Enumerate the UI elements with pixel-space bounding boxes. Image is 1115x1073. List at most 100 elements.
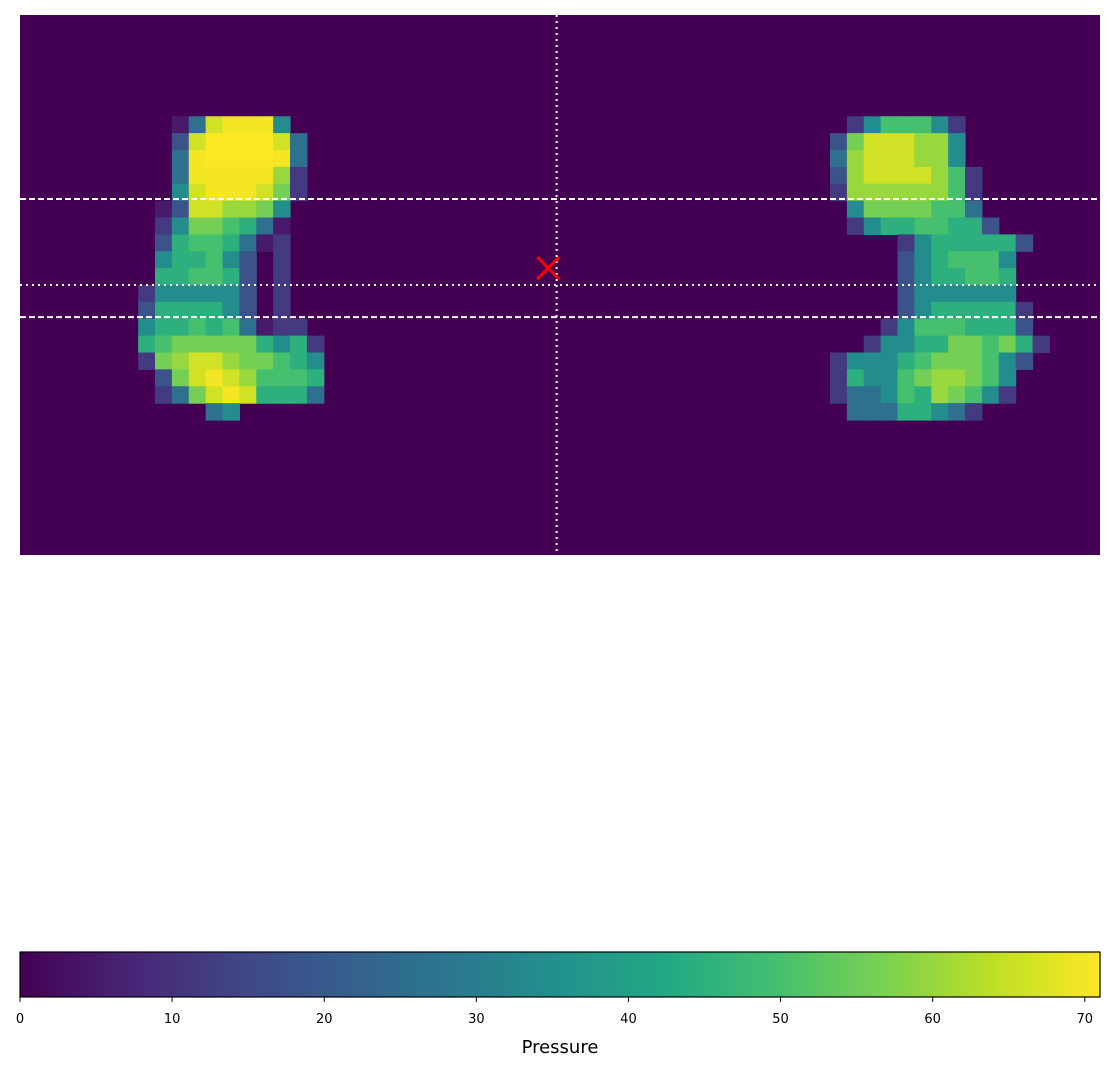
heatmap-cell-left-foot (273, 335, 291, 354)
heatmap-cell-right-foot (948, 133, 966, 151)
heatmap-cell-left-foot (239, 116, 257, 134)
heatmap-cell-right-foot (863, 133, 882, 151)
colorbar-label: Pressure (522, 1037, 599, 1058)
heatmap-cell-right-foot (914, 217, 932, 235)
heatmap-cell-left-foot (188, 200, 207, 219)
heatmap-cell-left-foot (273, 386, 291, 404)
heatmap-cell-right-foot (965, 268, 983, 286)
heatmap-cell-right-foot (981, 285, 1000, 303)
heatmap-cell-right-foot (981, 234, 1000, 252)
heatmap-cell-right-foot (897, 150, 915, 168)
heatmap-cell-right-foot (880, 217, 899, 235)
heatmap-cell-left-foot (171, 234, 190, 252)
heatmap-cell-right-foot (998, 268, 1017, 286)
heatmap-cell-right-foot (914, 166, 932, 185)
heatmap-cell-left-foot (239, 318, 257, 337)
colorbar-ticks: 0 10 20 30 40 50 60 70 (16, 997, 1093, 1027)
colorbar-gradient (19, 951, 1101, 998)
heatmap-cell-right-foot (897, 166, 915, 185)
heatmap-cell-right-foot (897, 116, 915, 134)
heatmap-cell-right-foot (931, 335, 949, 354)
heatmap-cell-right-foot (880, 133, 899, 151)
heatmap-cell-left-foot (306, 386, 325, 404)
heatmap-cell-left-foot (256, 133, 274, 151)
heatmap-cell-left-foot (239, 234, 257, 252)
heatmap-cell-right-foot (981, 386, 1000, 404)
heatmap-cell-right-foot (931, 116, 949, 134)
heatmap-cell-left-foot (205, 251, 224, 269)
heatmap-cell-right-foot (914, 116, 932, 134)
heatmap-cell-left-foot (205, 335, 224, 354)
heatmap-cell-right-foot (897, 217, 915, 235)
heatmap-cell-right-foot (998, 335, 1017, 354)
heatmap-cell-right-foot (863, 150, 882, 168)
heatmap-cell-left-foot (239, 133, 257, 151)
heatmap-cell-left-foot (188, 133, 207, 151)
heatmap-cell-right-foot (981, 335, 1000, 354)
heatmap-cell-left-foot (188, 301, 207, 320)
heatmap-cell-right-foot (965, 166, 983, 185)
heatmap-cell-right-foot (830, 166, 848, 185)
heatmap-cell-left-foot (239, 386, 257, 404)
heatmap-cell-left-foot (273, 116, 291, 134)
heatmap-cell-right-foot (830, 150, 848, 168)
heatmap-cell-left-foot (273, 183, 291, 202)
heatmap-cell-right-foot (897, 133, 915, 151)
heatmap-cell-right-foot (931, 217, 949, 235)
heatmap-cell-left-foot (155, 369, 173, 387)
heatmap-cell-left-foot (155, 318, 173, 337)
heatmap-cell-right-foot (931, 234, 949, 252)
heatmap-cell-right-foot (931, 369, 949, 387)
heatmap-cell-right-foot (965, 217, 983, 235)
heatmap-cell-left-foot (205, 166, 224, 185)
heatmap-cell-left-foot (256, 234, 274, 252)
center-of-pressure-marker (536, 256, 561, 281)
heatmap-cell-left-foot (239, 268, 257, 286)
heatmap-cell-left-foot (290, 386, 308, 404)
heatmap-cell-left-foot (188, 386, 207, 404)
heatmap-cell-left-foot (171, 318, 190, 337)
heatmap-cell-left-foot (256, 318, 274, 337)
heatmap-cell-left-foot (188, 166, 207, 185)
heatmap-cell-left-foot (188, 251, 207, 269)
heatmap-cell-left-foot (155, 234, 173, 252)
heatmap-cell-left-foot (222, 166, 240, 185)
heatmap-cell-right-foot (846, 217, 865, 235)
heatmap-cell-left-foot (171, 301, 190, 320)
heatmap-cell-left-foot (222, 251, 240, 269)
heatmap-cell-left-foot (256, 335, 274, 354)
heatmap-cell-right-foot (998, 251, 1017, 269)
heatmap-cell-left-foot (138, 352, 156, 370)
colorbar-tick-label: 30 (468, 1012, 485, 1027)
heatmap-cell-left-foot (256, 386, 274, 404)
heatmap-cell-right-foot (914, 251, 932, 269)
heatmap-cell-left-foot (222, 150, 240, 168)
heatmap-cell-left-foot (171, 183, 190, 202)
heatmap-cell-right-foot (863, 166, 882, 185)
heatmap-cell-left-foot (222, 386, 240, 404)
heatmap-cell-right-foot (965, 318, 983, 337)
heatmap-cell-right-foot (948, 403, 966, 421)
heatmap-cell-left-foot (273, 301, 291, 320)
heatmap-cell-right-foot (914, 183, 932, 202)
heatmap-cell-left-foot (290, 183, 308, 202)
heatmap-cell-right-foot (948, 318, 966, 337)
heatmap-cell-left-foot (239, 301, 257, 320)
heatmap-cell-right-foot (863, 335, 882, 354)
heatmap-cell-right-foot (948, 234, 966, 252)
heatmap-cell-left-foot (205, 200, 224, 219)
heatmap-cell-right-foot (1015, 318, 1034, 337)
heatmap-cell-right-foot (914, 150, 932, 168)
heatmap-cell-left-foot (273, 268, 291, 286)
heatmap-cell-right-foot (998, 318, 1017, 337)
heatmap-cell-right-foot (965, 335, 983, 354)
heatmap-cell-right-foot (846, 116, 865, 134)
heatmap-cell-left-foot (171, 369, 190, 387)
heatmap-cell-right-foot (931, 150, 949, 168)
heatmap-cell-right-foot (830, 352, 848, 370)
heatmap-cell-left-foot (188, 318, 207, 337)
heatmap-cell-left-foot (222, 217, 240, 235)
heatmap-cell-left-foot (256, 183, 274, 202)
heatmap-cell-right-foot (863, 217, 882, 235)
heatmap-cell-right-foot (880, 183, 899, 202)
